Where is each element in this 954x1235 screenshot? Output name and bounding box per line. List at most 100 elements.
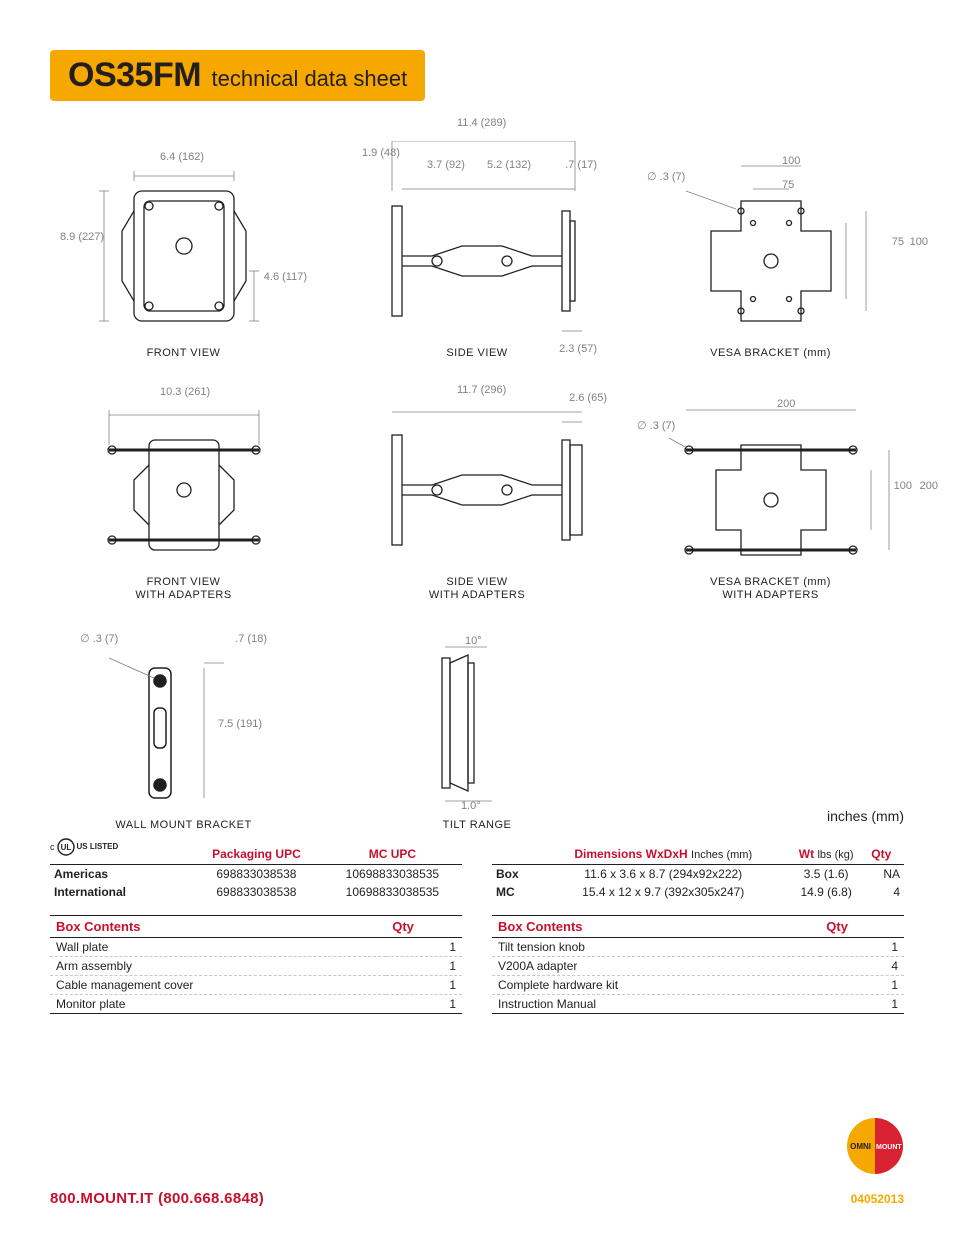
dim-vesa-w1: 100 (782, 155, 800, 167)
doc-subtitle: technical data sheet (212, 66, 408, 91)
dim-wall-h: 7.5 (191) (218, 718, 262, 730)
box-r-item-3: Instruction Manual (492, 994, 820, 1013)
caption-vesa-adapters: VESA BRACKET (mm) WITH ADAPTERS (637, 576, 904, 602)
svg-text:UL: UL (60, 843, 71, 852)
page-footer: 800.MOUNT.IT (800.668.6848) 04052013 (50, 1190, 904, 1207)
box-contents-left: Box Contents Qty Wall plate1 Arm assembl… (50, 915, 462, 1014)
upc-header-pkg: Packaging UPC (190, 844, 323, 865)
ul-listed-mark: c UL US LISTED (50, 838, 118, 856)
table-row: Tilt tension knob1 (492, 937, 904, 956)
table-row: Wall plate1 (50, 937, 462, 956)
table-row: Cable management cover1 (50, 975, 462, 994)
ul-icon: UL (57, 838, 75, 856)
box-right-qty-header: Qty (820, 915, 904, 937)
caption-front-adapters: FRONT VIEW WITH ADAPTERS (50, 576, 317, 602)
table-row: Americas 698833038538 10698833038535 (50, 864, 462, 883)
diagram-front-adapters: 10.3 (261) (50, 390, 317, 602)
footer-date: 04052013 (851, 1192, 904, 1206)
side-adapters-svg (337, 390, 617, 570)
caption-tilt: TILT RANGE (337, 819, 617, 832)
dim-sa-w: 11.7 (296) (457, 384, 506, 396)
upc-pkg-1: 698833038538 (190, 883, 323, 901)
ul-listed-text: US LISTED (77, 842, 119, 851)
dims-val-0: 11.6 x 3.6 x 8.7 (294x92x222) (541, 864, 785, 883)
diagram-side-adapters: 11.7 (296) 2.6 (65) SIDE VIEW WITH ADAP (337, 390, 617, 602)
table-row: Complete hardware kit1 (492, 975, 904, 994)
table-row: Monitor plate1 (50, 994, 462, 1013)
vesa-adapters-svg (641, 390, 901, 570)
diagram-grid: 6.4 (162) 8.9 (227) 4.6 (117) (50, 141, 904, 832)
caption-front: FRONT VIEW (50, 347, 317, 360)
dim-va-diam: ∅ .3 (7) (637, 420, 675, 432)
dim-side-a: 1.9 (48) (362, 147, 400, 159)
dim-va-h2: 200 (920, 480, 938, 492)
diagram-front-view: 6.4 (162) 8.9 (227) 4.6 (117) (50, 141, 317, 360)
upc-pkg-0: 698833038538 (190, 864, 323, 883)
dim-tilt-down: 1.0° (461, 800, 481, 812)
box-l-qty-3: 1 (386, 994, 462, 1013)
diagram-vesa-adapters: ∅ .3 (7) 200 100 200 (637, 390, 904, 602)
table-row: Instruction Manual1 (492, 994, 904, 1013)
box-l-item-3: Monitor plate (50, 994, 386, 1013)
diagram-side-view: 11.4 (289) 1.9 (48) 3.7 (92) 5.2 (132) .… (337, 141, 617, 360)
front-adapters-svg (54, 390, 314, 570)
dim-front-d: 4.6 (117) (264, 271, 307, 283)
dim-side-d: .7 (17) (565, 159, 597, 171)
tilt-svg (337, 633, 617, 813)
caption-side-adapters: SIDE VIEW WITH ADAPTERS (337, 576, 617, 602)
diagram-wall-mount: ∅ .3 (7) .7 (18) 7.5 (191) WALL MOUNT BR… (50, 633, 317, 832)
dims-header: Dimensions WxDxH (574, 847, 687, 861)
table-row: MC 15.4 x 12 x 9.7 (392x305x247) 14.9 (6… (492, 883, 904, 901)
dim-fa-w: 10.3 (261) (160, 386, 210, 398)
dims-label-0: Box (492, 864, 541, 883)
dims-wt-0: 3.5 (1.6) (785, 864, 867, 883)
table-row: V200A adapter4 (492, 956, 904, 975)
diagram-tilt: 10° 1.0° TILT RANGE (337, 633, 617, 832)
table-row: Box 11.6 x 3.6 x 8.7 (294x92x222) 3.5 (1… (492, 864, 904, 883)
dim-side-b: 3.7 (92) (427, 159, 465, 171)
units-note: inches (mm) (827, 808, 904, 824)
dim-vesa-diam: ∅ .3 (7) (647, 171, 685, 183)
table-row: Arm assembly1 (50, 956, 462, 975)
dim-front-w: 6.4 (162) (160, 151, 204, 163)
dims-header-unit: Inches (mm) (691, 849, 752, 861)
box-r-item-1: V200A adapter (492, 956, 820, 975)
dim-va-h1: 100 (894, 480, 912, 492)
box-right-header: Box Contents (492, 915, 820, 937)
omnimount-logo: OMNI MOUNT (846, 1117, 904, 1175)
dim-vesa-w2: 75 (782, 179, 794, 191)
box-r-qty-0: 1 (820, 937, 904, 956)
box-r-item-2: Complete hardware kit (492, 975, 820, 994)
logo-text-right: MOUNT (876, 1144, 902, 1151)
dim-wall-d: .7 (18) (235, 633, 267, 645)
table-row: International 698833038538 1069883303853… (50, 883, 462, 901)
dim-side-e: 2.3 (57) (559, 343, 597, 355)
dims-qty-0: NA (867, 864, 904, 883)
caption-wall: WALL MOUNT BRACKET (50, 819, 317, 832)
dim-side-c: 5.2 (132) (487, 159, 531, 171)
diagram-vesa: ∅ .3 (7) 100 75 75 100 (637, 141, 904, 360)
wt-header: Wt (799, 847, 814, 861)
tables-area: Packaging UPC MC UPC Americas 6988330385… (50, 844, 904, 1014)
wt-header-unit: lbs (kg) (817, 849, 853, 861)
dims-qty-1: 4 (867, 883, 904, 901)
box-l-item-2: Cable management cover (50, 975, 386, 994)
box-l-qty-2: 1 (386, 975, 462, 994)
title-banner: OS35FM technical data sheet (50, 50, 425, 101)
right-tables: Dimensions WxDxH Inches (mm) Wt lbs (kg)… (492, 844, 904, 1014)
footer-phone: 800.MOUNT.IT (800.668.6848) (50, 1190, 264, 1207)
box-left-qty-header: Qty (386, 915, 462, 937)
box-left-header: Box Contents (50, 915, 386, 937)
box-l-item-0: Wall plate (50, 937, 386, 956)
upc-region-0: Americas (50, 864, 190, 883)
upc-region-1: International (50, 883, 190, 901)
box-l-qty-0: 1 (386, 937, 462, 956)
dim-side-total: 11.4 (289) (457, 117, 506, 129)
dim-vesa-h1: 75 (892, 236, 904, 248)
upc-mc-1: 10698833038535 (323, 883, 462, 901)
upc-header-mc: MC UPC (323, 844, 462, 865)
dim-front-h: 8.9 (227) (60, 231, 104, 243)
left-tables: Packaging UPC MC UPC Americas 6988330385… (50, 844, 462, 1014)
dim-sa-d: 2.6 (65) (569, 392, 607, 404)
model-number: OS35FM (68, 56, 201, 94)
